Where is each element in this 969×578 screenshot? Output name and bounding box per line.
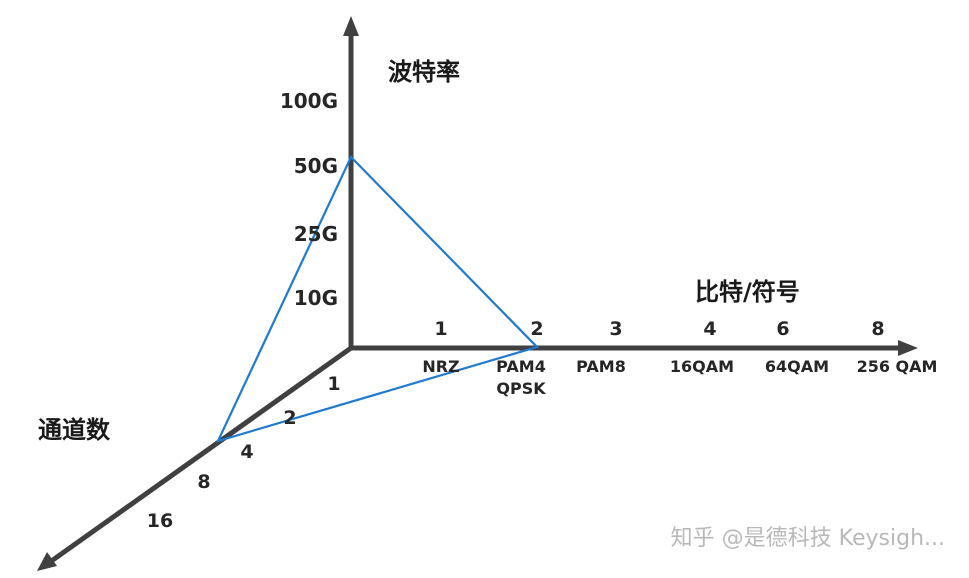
- watermark: 知乎 @是德科技 Keysigh...: [671, 526, 945, 551]
- diagonal-axis: [48, 345, 353, 565]
- modulation-label: PAM8: [576, 357, 626, 376]
- diagonal-tick-label: 2: [283, 407, 296, 429]
- vertical-axis-title: 波特率: [388, 58, 460, 86]
- diagonal-tick-label: 8: [197, 471, 210, 493]
- vertical-tick-label: 100G: [280, 89, 338, 113]
- modulation-label: 16QAM: [670, 357, 734, 376]
- horizontal-tick-number: 4: [703, 318, 716, 340]
- horizontal-tick-number: 1: [434, 318, 447, 340]
- horizontal-tick-number: 8: [871, 318, 884, 340]
- modulation-label: PAM4: [496, 357, 546, 376]
- horizontal-tick-number: 3: [609, 318, 622, 340]
- vertical-tick-label: 25G: [294, 222, 338, 246]
- modulation-label: 256 QAM: [857, 357, 938, 376]
- horizontal-axis-title: 比特/符号: [695, 278, 800, 306]
- axes: [37, 16, 918, 571]
- vertical-tick-label: 10G: [294, 286, 338, 310]
- diagonal-tick-label: 1: [327, 373, 340, 395]
- modulation-label: 64QAM: [765, 357, 829, 376]
- horizontal-tick-number: 6: [776, 318, 789, 340]
- modulation-labels: NRZ PAM4 QPSK PAM8 16QAM 64QAM 256 QAM: [422, 357, 937, 398]
- vertical-axis-arrow: [343, 16, 359, 36]
- diagonal-tick-label: 4: [240, 441, 253, 463]
- diagonal-tick-labels: 1 2 4 8 16: [147, 373, 341, 532]
- diagonal-axis-arrow: [37, 552, 57, 571]
- capacity-triangle: [215, 155, 540, 443]
- vertical-tick-label: 50G: [294, 154, 338, 178]
- diagonal-axis-title: 通道数: [38, 416, 111, 444]
- horizontal-axis-arrow: [898, 340, 918, 356]
- vertical-tick-labels: 100G 50G 25G 10G: [280, 89, 338, 310]
- modulation-label: QPSK: [496, 379, 546, 398]
- modulation-label: NRZ: [422, 357, 459, 376]
- horizontal-tick-number: 2: [530, 318, 543, 340]
- horizontal-tick-numbers: 1 2 3 4 6 8: [434, 318, 884, 340]
- diagonal-tick-label: 16: [147, 510, 173, 532]
